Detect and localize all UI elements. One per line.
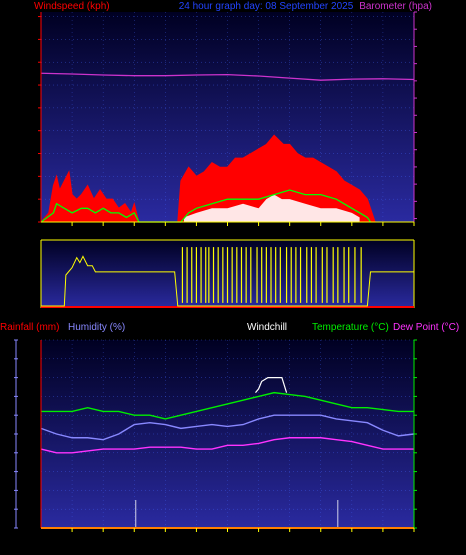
graph-title: 24 hour graph day: 08 September 2025 (179, 1, 354, 12)
wind-direction-line (41, 255, 414, 307)
temperature-x-ticks (71, 528, 415, 532)
wind-average-line (40, 189, 372, 223)
dewpoint-line (40, 437, 414, 454)
temperature-line (41, 391, 414, 420)
humidity-y-ticks (14, 339, 18, 529)
humidity-label: Humidity (%) (68, 322, 125, 333)
barometer-label: Barometer (hpa) (359, 1, 432, 12)
rainfall-label: Rainfall (mm) (0, 322, 59, 333)
astro-markers (135, 500, 339, 528)
barometer-y-ticks (414, 11, 417, 220)
wind-x-ticks (71, 222, 415, 226)
dewpoint-label: Dew Point (°C) (393, 322, 459, 333)
wind-gust-area (39, 134, 414, 223)
wind-direction-chart (40, 239, 415, 308)
temperature-humidity-chart (14, 339, 417, 532)
windchill-label: Windchill (247, 322, 287, 333)
wind-grid (41, 12, 415, 222)
temperature-label: Temperature (°C) (312, 322, 389, 333)
direction-marks (41, 247, 414, 307)
windchill-line (255, 377, 288, 394)
wind-speed-fill (183, 194, 360, 222)
wind-y-ticks (38, 16, 41, 223)
wind-marks (39, 72, 415, 223)
barometer-line (40, 72, 415, 81)
windspeed-label: Windspeed (kph) (34, 1, 110, 12)
humidity-line (40, 414, 415, 441)
temperature-y-ticks (414, 339, 417, 529)
wind-barometer-chart (38, 11, 417, 226)
